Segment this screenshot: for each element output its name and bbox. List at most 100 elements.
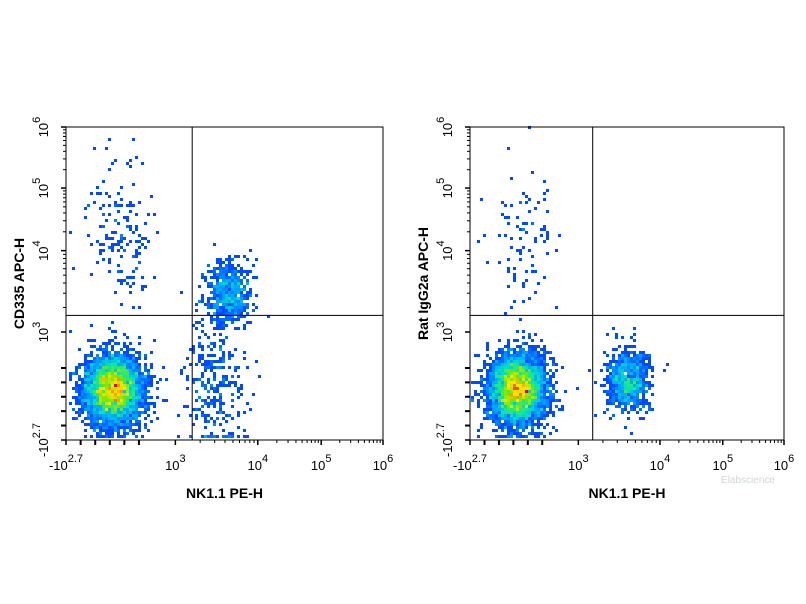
event-dot xyxy=(201,372,204,375)
event-dot xyxy=(213,423,216,426)
event-dot xyxy=(93,345,96,348)
event-dot xyxy=(606,381,609,384)
event-dot xyxy=(120,255,123,258)
event-dot xyxy=(636,405,639,408)
event-dot xyxy=(90,378,93,381)
event-dot xyxy=(108,420,111,423)
event-dot xyxy=(144,411,147,414)
event-dot xyxy=(108,258,111,261)
event-dot xyxy=(498,408,501,411)
event-dot xyxy=(108,396,111,399)
event-dot xyxy=(228,291,231,294)
event-dot xyxy=(138,354,141,357)
event-dot xyxy=(237,414,240,417)
event-dot xyxy=(102,378,105,381)
event-dot xyxy=(90,375,93,378)
event-dot xyxy=(87,339,90,342)
event-dot xyxy=(255,276,258,279)
event-dot xyxy=(621,402,624,405)
event-dot xyxy=(546,405,549,408)
event-dot xyxy=(219,267,222,270)
event-dot xyxy=(96,366,99,369)
event-dot xyxy=(123,360,126,363)
event-dot xyxy=(114,381,117,384)
event-dot xyxy=(621,354,624,357)
event-dot xyxy=(138,387,141,390)
event-dot xyxy=(486,402,489,405)
event-dot xyxy=(543,369,546,372)
event-dot xyxy=(129,420,132,423)
event-dot xyxy=(612,390,615,393)
event-dot xyxy=(213,396,216,399)
event-dot xyxy=(513,423,516,426)
event-dot xyxy=(132,306,135,309)
event-dot xyxy=(504,372,507,375)
event-dot xyxy=(489,372,492,375)
event-dot xyxy=(102,417,105,420)
event-dot xyxy=(210,384,213,387)
event-dot xyxy=(480,198,483,201)
event-dot xyxy=(519,249,522,252)
event-dot xyxy=(120,240,123,243)
event-dot xyxy=(531,414,534,417)
event-dot xyxy=(642,372,645,375)
x-tick-exponent: 3 xyxy=(180,453,186,465)
event-dot xyxy=(213,291,216,294)
event-dot xyxy=(210,342,213,345)
event-dot xyxy=(135,387,138,390)
event-dot xyxy=(213,270,216,273)
event-dot xyxy=(87,405,90,408)
event-dot xyxy=(552,396,555,399)
event-dot xyxy=(210,285,213,288)
event-dot xyxy=(666,363,669,366)
event-dot xyxy=(234,327,237,330)
event-dot xyxy=(108,381,111,384)
event-dot xyxy=(108,339,111,342)
event-dot xyxy=(522,381,525,384)
event-dot xyxy=(519,435,522,438)
event-dot xyxy=(483,417,486,420)
event-dot xyxy=(540,348,543,351)
event-dot xyxy=(630,381,633,384)
event-dot xyxy=(624,366,627,369)
event-dot xyxy=(519,237,522,240)
event-dot xyxy=(96,432,99,435)
event-dot xyxy=(543,384,546,387)
event-dot xyxy=(108,246,111,249)
event-dot xyxy=(501,408,504,411)
event-dot xyxy=(108,327,111,330)
event-dot xyxy=(519,354,522,357)
event-dot xyxy=(252,276,255,279)
event-dot xyxy=(561,405,564,408)
event-dot xyxy=(234,297,237,300)
event-dot xyxy=(222,381,225,384)
event-dot xyxy=(543,411,546,414)
event-dot xyxy=(117,429,120,432)
event-dot xyxy=(93,378,96,381)
event-dot xyxy=(216,306,219,309)
event-dot xyxy=(504,396,507,399)
event-dot xyxy=(531,390,534,393)
event-dot xyxy=(501,399,504,402)
event-dot xyxy=(108,354,111,357)
event-dot xyxy=(195,303,198,306)
event-dot xyxy=(72,417,75,420)
event-dot xyxy=(90,414,93,417)
event-dot xyxy=(519,411,522,414)
event-dot xyxy=(489,381,492,384)
event-dot xyxy=(132,417,135,420)
event-dot xyxy=(495,375,498,378)
event-dot xyxy=(642,396,645,399)
event-dot xyxy=(123,381,126,384)
event-dot xyxy=(135,225,138,228)
event-dot xyxy=(219,258,222,261)
event-dot xyxy=(108,168,111,171)
event-dot xyxy=(636,384,639,387)
event-dot xyxy=(204,369,207,372)
event-dot xyxy=(555,381,558,384)
event-dot xyxy=(207,405,210,408)
event-dot xyxy=(222,285,225,288)
event-dot xyxy=(117,390,120,393)
event-dot xyxy=(615,399,618,402)
event-dot xyxy=(204,435,207,438)
